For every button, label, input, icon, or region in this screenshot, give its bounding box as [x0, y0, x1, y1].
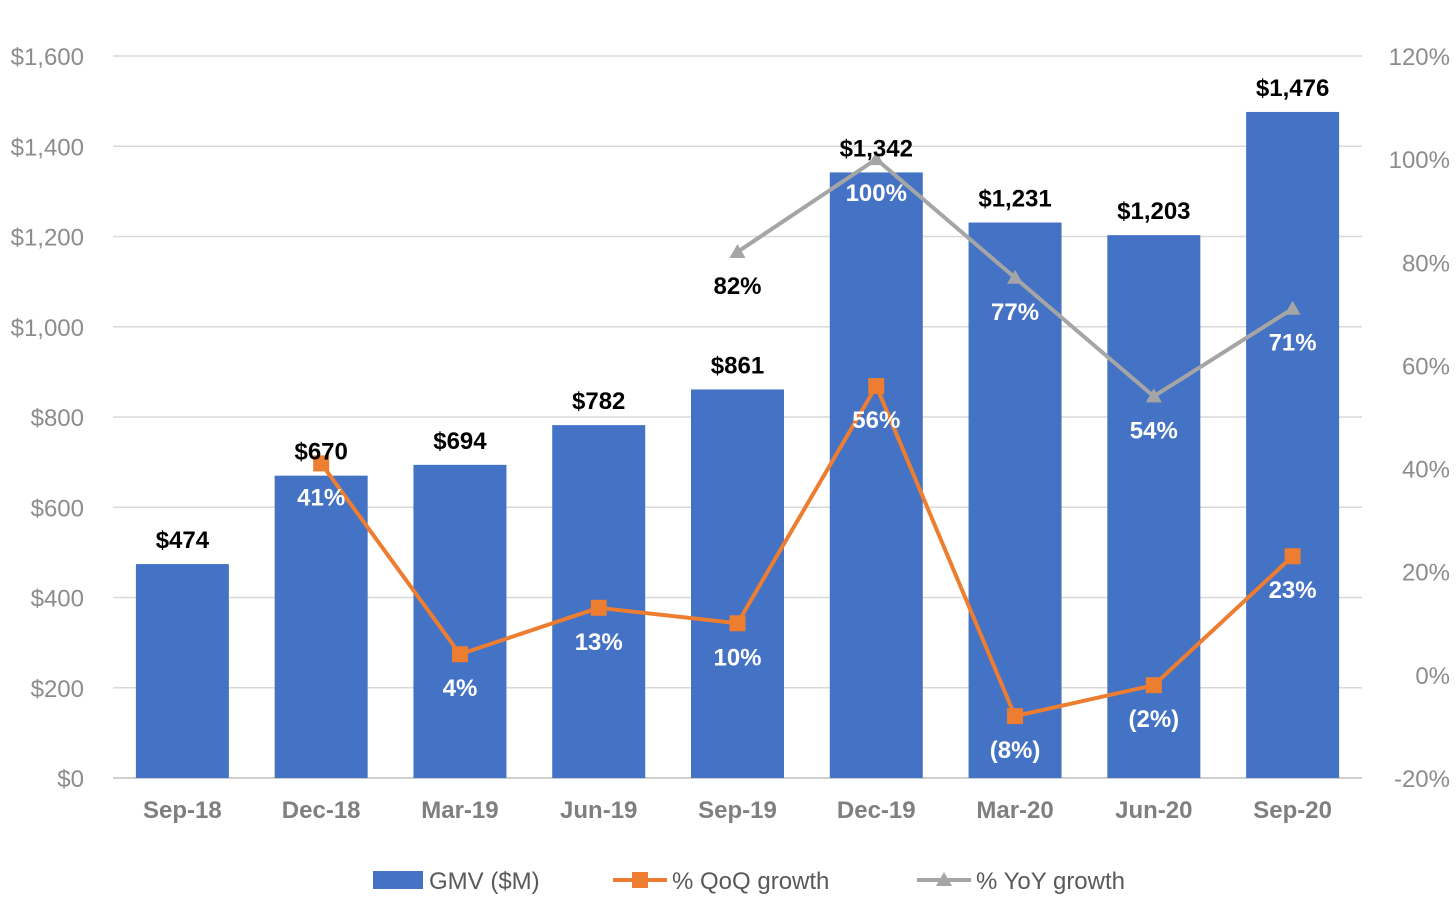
growth-lines	[313, 151, 1301, 725]
gmv-bars	[135, 111, 1340, 779]
category-label: Sep-20	[1253, 797, 1332, 824]
left-tick-label: $800	[31, 405, 84, 432]
gmv-value-label: $1,231	[978, 186, 1051, 213]
qoq-value-label: 13%	[575, 629, 623, 656]
legend-gmv-swatch	[373, 871, 423, 889]
category-label: Jun-19	[560, 797, 637, 824]
gmv-value-label: $474	[156, 527, 210, 554]
yoy-marker	[868, 151, 885, 166]
legend-yoy-label: % YoY growth	[976, 868, 1125, 895]
legend: GMV ($M) % QoQ growth % YoY growth	[373, 868, 1125, 895]
yoy-marker	[1007, 269, 1024, 284]
right-tick-label: 80%	[1402, 250, 1450, 277]
qoq-value-label: (8%)	[990, 737, 1041, 764]
right-axis: -20% 0% 20% 40% 60% 80% 100% 120%	[1389, 44, 1450, 793]
yoy-marker	[729, 243, 746, 258]
legend-yoy-marker	[936, 872, 952, 886]
right-tick-label: 0%	[1415, 663, 1450, 690]
qoq-marker	[590, 599, 607, 616]
gmv-value-label: $782	[572, 388, 625, 415]
qoq-marker	[1145, 677, 1162, 694]
left-tick-label: $1,000	[11, 315, 84, 342]
gmv-value-label: $1,203	[1117, 198, 1190, 225]
gmv-bar	[1246, 111, 1340, 778]
qoq-value-label: 10%	[713, 644, 761, 671]
qoq-marker	[1284, 548, 1301, 565]
right-tick-label: 100%	[1389, 147, 1450, 174]
category-label: Mar-20	[976, 797, 1053, 824]
qoq-value-label: 56%	[852, 407, 900, 434]
yoy-value-label: 100%	[846, 180, 907, 207]
category-label: Sep-19	[698, 797, 777, 824]
legend-qoq-marker	[632, 872, 648, 888]
yoy-value-label: 77%	[991, 299, 1039, 326]
data-labels: $474 $670 $694 $782 $861 $1,342 $1,231 $1,203 $1…	[156, 75, 1330, 764]
left-tick-label: $1,400	[11, 134, 84, 161]
gmv-bar	[135, 564, 229, 778]
qoq-value-label: 41%	[297, 484, 345, 511]
gmv-value-label: $670	[294, 439, 347, 466]
gmv-bar	[691, 389, 784, 778]
qoq-marker	[729, 615, 746, 632]
right-tick-label: -20%	[1394, 766, 1450, 793]
x-axis: Sep-18 Dec-18 Mar-19 Jun-19 Sep-19 Dec-19 Mar-…	[143, 797, 1332, 824]
qoq-line	[319, 384, 1294, 719]
left-tick-label: $400	[31, 586, 84, 613]
left-tick-label: $1,200	[11, 225, 84, 252]
gmv-value-label: $694	[433, 428, 487, 455]
right-tick-label: 40%	[1402, 457, 1450, 484]
left-tick-label: $1,600	[11, 44, 84, 71]
qoq-marker	[313, 455, 330, 472]
qoq-value-label: (2%)	[1128, 706, 1179, 733]
gmv-value-label: $1,342	[840, 135, 913, 162]
yoy-value-label: 54%	[1130, 417, 1178, 444]
gmv-bar	[829, 172, 923, 779]
yoy-marker	[1284, 300, 1301, 315]
right-tick-label: 120%	[1389, 44, 1450, 71]
qoq-marker	[451, 646, 468, 663]
gmv-bar	[968, 222, 1062, 779]
legend-gmv-label: GMV ($M)	[429, 868, 540, 895]
right-tick-label: 20%	[1402, 560, 1450, 587]
legend-qoq-label: % QoQ growth	[672, 868, 829, 895]
gmv-bar	[1107, 235, 1201, 779]
gmv-bar	[413, 464, 507, 778]
qoq-marker	[868, 378, 885, 395]
left-tick-label: $600	[31, 495, 84, 522]
gmv-value-label: $861	[711, 352, 764, 379]
category-label: Dec-19	[837, 797, 916, 824]
category-label: Dec-18	[282, 797, 361, 824]
qoq-value-label: 23%	[1269, 577, 1317, 604]
left-axis: $0 $200 $400 $600 $800 $1,000 $1,200 $1,400 $1,6…	[11, 44, 84, 793]
yoy-marker	[1145, 388, 1162, 403]
gmv-value-label: $1,476	[1256, 75, 1329, 102]
qoq-value-label: 4%	[443, 675, 478, 702]
left-tick-label: $0	[57, 766, 84, 793]
left-tick-label: $200	[31, 676, 84, 703]
category-label: Sep-18	[143, 797, 222, 824]
category-label: Jun-20	[1115, 797, 1192, 824]
yoy-value-label: 82%	[713, 273, 761, 300]
qoq-marker	[1007, 708, 1024, 725]
right-tick-label: 60%	[1402, 353, 1450, 380]
gmv-bar	[274, 475, 368, 778]
category-label: Mar-19	[421, 797, 498, 824]
yoy-value-label: 71%	[1269, 330, 1317, 357]
